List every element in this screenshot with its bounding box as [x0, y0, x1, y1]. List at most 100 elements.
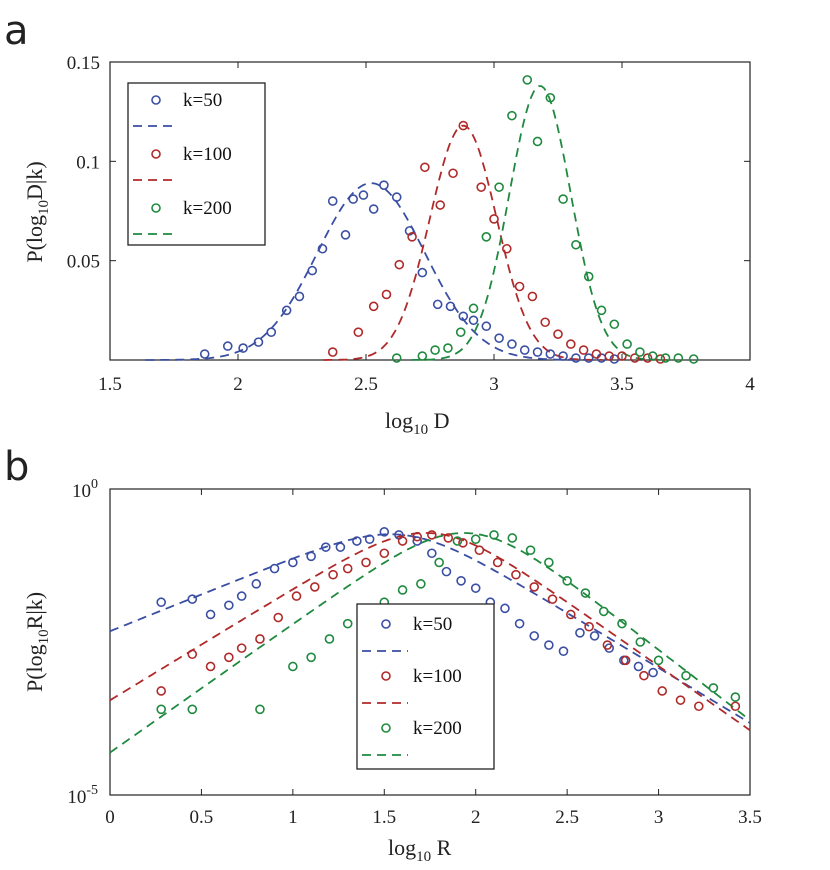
panel-b-legend-marker: [381, 619, 391, 629]
panel-a-point: [417, 267, 428, 278]
panel-b-point: [342, 563, 353, 574]
panel-a-point: [617, 351, 627, 361]
panel-a-x-tick-label: 2: [233, 374, 243, 395]
panel-b-point: [639, 670, 649, 681]
panel-b-point: [412, 531, 423, 542]
panel-b-point: [427, 530, 437, 540]
panel-a-point: [435, 200, 446, 210]
panel-a-legend-box: [127, 82, 266, 246]
panel-a-point: [522, 75, 533, 85]
panel-a-point: [458, 311, 469, 322]
panel-a-point: [327, 196, 338, 206]
panel-a-point: [540, 317, 551, 328]
panel-b-point: [434, 557, 444, 568]
panel-b-point: [584, 621, 594, 632]
panel-b-point: [544, 557, 554, 568]
panel-b-point: [236, 591, 247, 601]
panel-a-point: [507, 339, 517, 349]
panel-b-point: [306, 551, 316, 562]
panel-a-fit-line-k=200: [411, 85, 668, 361]
panel-a-point: [266, 327, 277, 337]
panel-b-x-tick-label: 0: [105, 807, 115, 828]
panel-a-point: [455, 327, 466, 337]
panel-b-point: [255, 704, 265, 715]
panel-b-point: [589, 631, 600, 641]
panel-b-point: [500, 603, 510, 614]
panel-a-point: [571, 239, 581, 250]
panel-a-point: [578, 345, 589, 355]
panel-b-point: [529, 631, 540, 641]
panel-b-point: [514, 618, 525, 629]
panel-b-legend-label: k=100: [413, 666, 462, 687]
panel-a-point: [571, 353, 581, 363]
panel-b-point: [306, 652, 316, 663]
panel-a-point: [532, 347, 543, 357]
panel-a-y-ticks: 0.05 0.1 0.15: [67, 53, 750, 273]
panel-a-point: [358, 190, 369, 200]
panel-b-point: [565, 609, 576, 620]
panel-b-point: [547, 594, 558, 604]
panel-b-point: [730, 692, 741, 702]
panel-b-point: [236, 643, 247, 653]
panel-b-point: [291, 591, 302, 601]
panel-a-point: [647, 351, 658, 361]
panel-a-x-ticks: 1.5 2 2.5 3 3.5 4: [98, 62, 755, 395]
panel-a-point: [199, 349, 210, 359]
panel-a-point: [458, 120, 469, 131]
panel-b-point: [681, 670, 691, 681]
panel-b-point: [730, 701, 741, 712]
panel-b-point: [633, 661, 644, 672]
panel-a-x-tick-label: 2.5: [354, 374, 378, 395]
panel-a-point: [507, 110, 517, 121]
panel-a-point: [430, 345, 440, 355]
panel-a-x-tick-label: 3.5: [610, 374, 634, 395]
panel-b-point: [443, 533, 454, 543]
panel-b-point: [580, 588, 591, 598]
panel-a-point: [327, 347, 338, 357]
panel-a-point: [481, 321, 492, 332]
panel-b-x-tick-label: 1: [288, 807, 298, 828]
panel-a-y-tick-label: 0.05: [67, 252, 100, 273]
panel-b-point: [492, 557, 503, 568]
panel-a-legend-marker: [151, 149, 161, 159]
panel-a-point: [443, 343, 453, 353]
panel-a-point: [545, 92, 556, 103]
panel-a-point: [368, 204, 379, 214]
panel-a-legend: k=50 k=100 k=200: [127, 82, 266, 246]
panel-b-point: [205, 609, 216, 620]
panel-b-point: [544, 640, 554, 650]
panel-b-point: [441, 566, 452, 577]
panel-a-x-tick-label: 4: [745, 374, 755, 395]
panel-a-point: [391, 192, 402, 202]
panel-a-point: [317, 243, 328, 254]
panel-a-point: [281, 305, 292, 316]
panel-a-fit-line-k=50: [145, 182, 596, 361]
panel-a-point: [596, 305, 607, 316]
panel-a-y-tick-label: 0.1: [76, 152, 100, 173]
panel-a-y-label: P(log10D|k): [22, 161, 52, 262]
panel-b-point: [288, 557, 298, 568]
panel-a-legend-label: k=50: [183, 90, 222, 111]
panel-a-point: [532, 136, 543, 147]
panel-b-point: [507, 533, 518, 543]
panel-a-point: [583, 271, 594, 282]
panel-b-letter: b: [4, 444, 29, 490]
panel-a-x-label: log10 D: [385, 408, 450, 438]
panel-a-point: [468, 315, 479, 326]
panel-b-x-tick-label: 3.5: [738, 807, 762, 828]
panel-a-letter: a: [4, 8, 29, 54]
panel-a-point: [353, 327, 364, 337]
panel-b-point: [156, 597, 166, 608]
panel-b-point: [379, 548, 390, 559]
panel-a-point: [340, 230, 351, 240]
panel-b-point: [379, 527, 390, 537]
panel-a-point: [609, 319, 620, 330]
panel-a-legend-label: k=100: [183, 144, 232, 165]
panel-a-point: [489, 214, 499, 224]
panel-b-point: [620, 655, 631, 666]
panel-a-point: [501, 243, 512, 254]
panel-a-point: [527, 291, 538, 302]
panel-b-point: [598, 606, 609, 617]
panel-b-x-tick-label: 1.5: [372, 807, 396, 828]
panel-b-point: [474, 545, 485, 556]
